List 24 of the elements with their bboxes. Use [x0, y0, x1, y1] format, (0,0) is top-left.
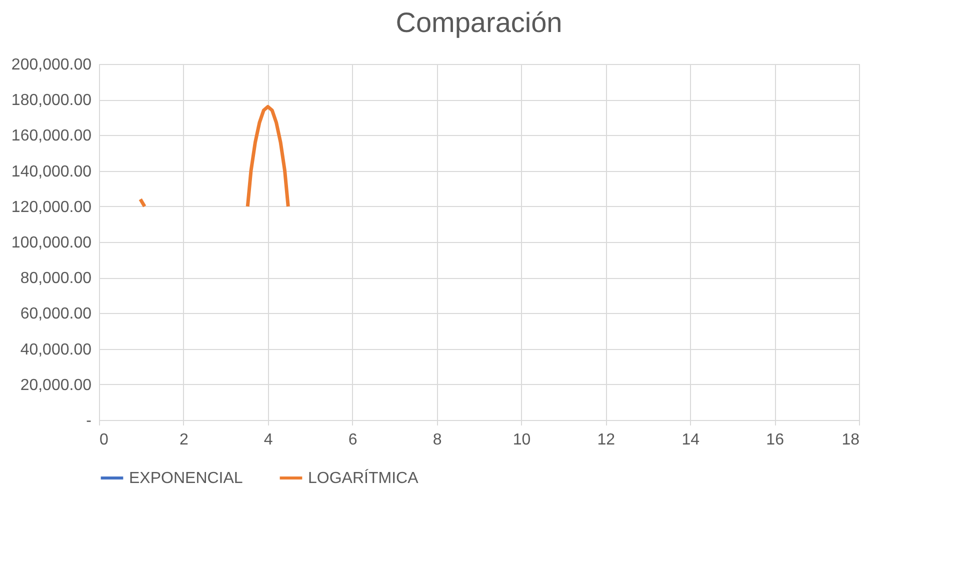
y-tick-label: 180,000.00 [11, 92, 92, 110]
legend-label: LOGARÍTMICA [308, 469, 419, 487]
y-tick-label: 200,000.00 [11, 56, 92, 74]
y-tick-label: 100,000.00 [11, 234, 92, 252]
y-tick-label: - [86, 412, 92, 430]
legend-label: EXPONENCIAL [129, 470, 243, 487]
x-tick-label: 16 [766, 432, 784, 448]
x-tick-label: 14 [682, 432, 700, 448]
y-tick-label: 40,000.00 [20, 341, 92, 358]
y-tick-label: 120,000.00 [11, 198, 92, 216]
x-tick-label: 2 [179, 432, 188, 448]
y-tick-label: 20,000.00 [20, 376, 92, 394]
x-tick-label: 18 [842, 432, 860, 448]
x-tick-label: 4 [264, 432, 273, 448]
x-tick-label: 10 [512, 432, 531, 448]
x-tick-label: 0 [100, 432, 108, 448]
y-tick-label: 160,000.00 [11, 128, 92, 145]
y-tick-label: 80,000.00 [20, 270, 92, 288]
x-tick-label: 8 [432, 432, 442, 448]
x-tick-label: 6 [348, 432, 358, 448]
chart-title: Comparación [396, 7, 562, 38]
y-tick-label: 140,000.00 [11, 163, 92, 180]
y-tick-label: 60,000.00 [20, 306, 92, 323]
x-tick-label: 12 [597, 432, 616, 448]
